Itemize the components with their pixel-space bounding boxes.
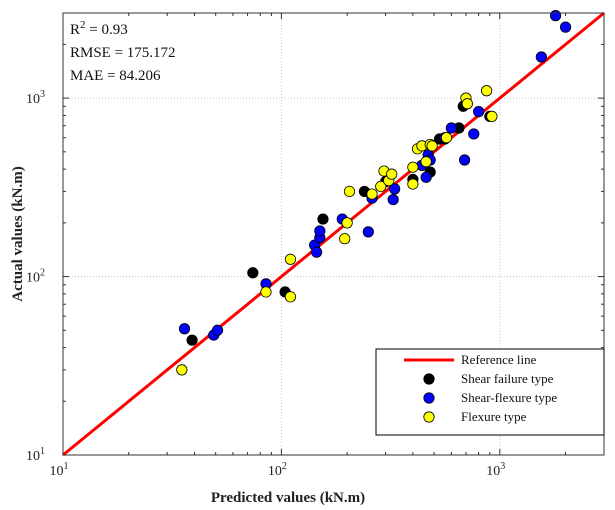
data-point [178, 323, 191, 335]
y-tick-label: 101 [26, 446, 45, 464]
data-point [459, 154, 471, 166]
data-point [176, 364, 188, 376]
data-point [387, 193, 399, 206]
data-point [366, 188, 378, 200]
data-points [176, 10, 572, 376]
data-point [260, 286, 272, 298]
data-point [440, 132, 453, 144]
data-point [341, 217, 353, 229]
data-point [549, 10, 562, 22]
y-tick-label: 102 [26, 268, 45, 286]
legend-label: Flexure type [461, 409, 527, 424]
reference-line [62, 11, 605, 457]
grid-lines [63, 13, 604, 455]
x-tick-label: 101 [50, 461, 69, 479]
data-point [284, 253, 297, 265]
series-shear-flexure-type [178, 10, 572, 341]
data-point [343, 185, 356, 198]
legend: Reference line Shear failure type Shear-f… [375, 348, 605, 436]
x-tick-label: 102 [268, 461, 287, 479]
mae-text: MAE = 84.206 [70, 68, 161, 84]
stats-annotation: R2 = 0.93 RMSE = 175.172 MAE = 84.206 [70, 19, 176, 84]
data-point [407, 161, 419, 173]
data-point [445, 122, 457, 134]
legend-marker [423, 392, 435, 404]
y-tick-label: 103 [26, 89, 45, 107]
series-flexure-type [176, 85, 498, 376]
x-axis-label: Predicted values (kN.m) [211, 490, 365, 506]
y-axis-label: Actual values (kN.m) [10, 166, 26, 301]
legend-label: Shear-flexure type [461, 390, 557, 405]
data-point [468, 128, 480, 140]
legend-marker [423, 411, 435, 423]
data-point [480, 85, 493, 97]
data-point [375, 180, 387, 193]
data-point [420, 171, 432, 183]
data-point [407, 178, 419, 190]
data-point [311, 246, 323, 258]
legend-box [375, 348, 605, 436]
data-point [473, 106, 485, 118]
data-point [559, 21, 572, 33]
data-point [186, 334, 198, 346]
data-point [535, 51, 547, 63]
data-point [211, 324, 224, 336]
legend-marker [423, 373, 435, 385]
data-point [284, 291, 297, 303]
r-squared-text: R2 = 0.93 [70, 19, 128, 38]
x-tick-label: 103 [486, 461, 505, 479]
data-point [486, 110, 498, 123]
data-point [426, 140, 438, 152]
data-point [420, 156, 432, 168]
axis-ticks [62, 12, 605, 456]
data-point [317, 213, 329, 225]
legend-label: Shear failure type [461, 371, 554, 386]
data-point [362, 226, 374, 238]
data-point [386, 168, 398, 180]
plot-frame [62, 12, 605, 456]
data-point [461, 98, 473, 110]
tick-labels: 101 102 103 101 102 103 [26, 89, 505, 479]
data-point [339, 233, 351, 245]
rmse-text: RMSE = 175.172 [70, 45, 176, 61]
data-point [314, 225, 326, 237]
data-point [247, 267, 259, 279]
legend-reference-label: Reference line [461, 352, 537, 367]
reference-line-group [62, 11, 605, 457]
data-point [389, 183, 401, 195]
